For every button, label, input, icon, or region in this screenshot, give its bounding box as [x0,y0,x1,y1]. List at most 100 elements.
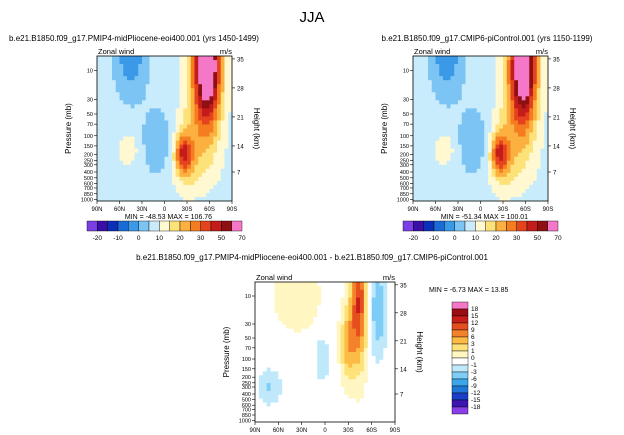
field-cell [439,196,444,202]
field-cell [480,172,485,178]
field-cell [142,72,147,77]
field-cell [309,418,314,423]
field-cell [325,402,330,407]
field-cell [348,336,353,341]
field-cell [439,184,444,190]
field-cell [266,375,271,380]
field-cell [190,180,195,186]
field-cell [510,180,515,186]
field-cell [484,64,489,69]
field-cell [529,132,534,137]
field-cell [469,112,474,117]
field-cell [145,56,150,61]
field-cell [142,144,147,150]
field-cell [108,116,113,121]
field-cell [164,172,169,178]
field-cell [458,68,463,73]
field-cell [198,84,203,89]
field-cell [428,180,433,186]
field-cell [367,324,373,330]
field-cell [529,184,534,190]
field-cell [533,112,538,117]
field-cell [328,285,334,291]
field-cell [266,383,271,388]
field-cell [461,172,466,178]
field-cell [321,317,326,322]
field-cell [371,398,376,403]
field-cell [544,76,549,81]
field-cell [317,344,322,349]
field-cell [499,88,504,93]
field-cell [153,108,158,113]
field-cell [205,156,210,162]
field-cell [301,309,306,314]
field-cell [97,152,102,158]
field-cell [491,164,496,170]
field-cell [356,320,361,326]
field-cell [127,84,132,89]
field-cell [198,56,203,61]
field-cell [145,172,150,178]
field-cell [305,359,310,365]
field-cell [145,60,150,65]
field-cell [297,383,303,388]
y-tick-label: 200 [84,153,93,159]
field-cell [446,160,451,166]
y-tick-label: 300 [400,163,409,169]
field-cell [435,100,440,105]
field-cell [172,128,177,133]
field-cell [387,363,392,368]
field-cell [175,84,180,89]
field-cell [115,60,120,65]
field-cell [205,100,210,105]
field-cell [309,402,314,407]
field-cell [270,410,275,415]
field-cell [274,375,279,380]
field-cell [309,324,314,330]
y-tick-label: 400 [400,170,409,176]
field-cell [420,196,425,202]
field-cell [172,196,177,202]
field-cell [484,172,489,178]
field-cell [108,148,113,154]
field-cell [503,136,508,141]
field-cell [435,180,440,186]
field-cell [435,84,440,89]
field-cell [274,320,279,326]
field-cell [446,140,451,146]
field-cell [100,100,105,105]
field-cell [168,156,173,162]
field-cell [391,336,396,341]
field-cell [119,76,124,81]
field-cell [439,100,444,105]
field-cell [348,317,353,322]
field-cell [293,344,299,349]
field-cell [439,164,444,170]
field-cell [198,68,203,73]
field-cell [387,355,392,361]
field-cell [278,297,283,302]
field-cell [100,72,105,77]
field-cell [413,180,418,186]
field-cell [104,132,109,137]
field-cell [348,297,353,302]
field-cell [172,60,177,65]
field-cell [266,410,271,415]
y-right-tick-label: 14 [237,144,244,150]
field-cell [510,76,515,81]
field-cell [360,410,365,415]
field-cell [391,394,396,400]
field-cell [514,124,519,129]
field-cell [108,84,113,89]
field-cell [431,104,436,109]
field-cell [305,344,310,349]
colorbar: -20 -10 0 10 20 30 50 70 [86,220,246,242]
field-cell [149,156,154,162]
field-cell [317,363,322,368]
field-cell [297,375,303,380]
field-cell [461,116,466,121]
field-cell [187,168,192,174]
field-cell [198,172,203,178]
field-cell [529,152,534,158]
field-cell [413,136,418,141]
